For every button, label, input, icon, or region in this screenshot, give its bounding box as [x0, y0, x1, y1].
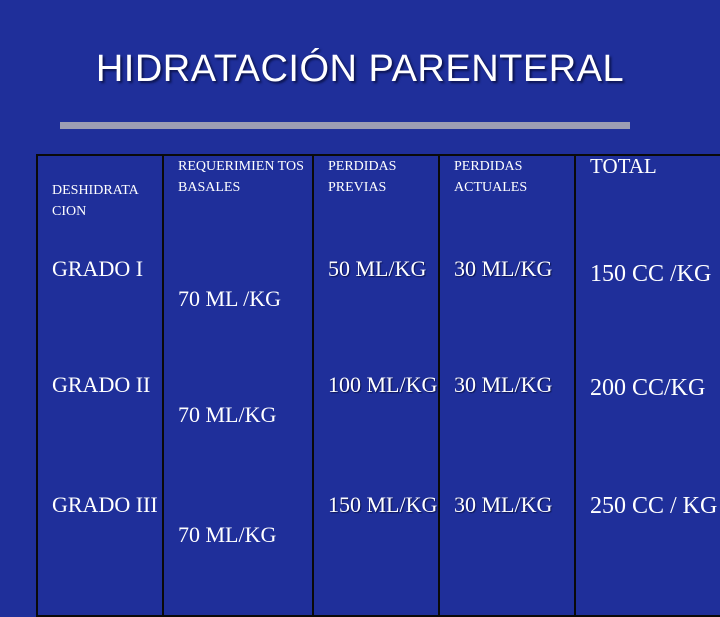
table-header-row: DESHIDRATA CION REQUERIMIEN TOS BASALES …	[36, 154, 720, 249]
current-loss-cell: 30 ML/KG	[438, 249, 576, 367]
header-dehydration: DESHIDRATA CION	[36, 154, 164, 249]
header-current-losses: PERDIDAS ACTUALES	[438, 154, 576, 249]
grade-cell: GRADO III	[36, 483, 164, 617]
total-cell: 200 CC/KG	[574, 367, 720, 483]
hydration-table: DESHIDRATA CION REQUERIMIEN TOS BASALES …	[36, 154, 720, 617]
basal-cell: 70 ML /KG	[162, 249, 314, 367]
previous-loss-cell: 100 ML/KG	[312, 367, 440, 483]
previous-loss-cell: 150 ML/KG	[312, 483, 440, 617]
header-basal-requirements: REQUERIMIEN TOS BASALES	[162, 154, 314, 249]
header-previous-losses: PERDIDAS PREVIAS	[312, 154, 440, 249]
table-row: GRADO II 70 ML/KG 100 ML/KG 30 ML/KG 200…	[36, 367, 720, 483]
total-cell: 150 CC /KG	[574, 249, 720, 367]
header-total: TOTAL	[574, 154, 720, 249]
table-row: GRADO III 70 ML/KG 150 ML/KG 30 ML/KG 25…	[36, 483, 720, 617]
table-row: GRADO I 70 ML /KG 50 ML/KG 30 ML/KG 150 …	[36, 249, 720, 367]
slide-title: HIDRATACIÓN PARENTERAL	[95, 48, 625, 90]
title-underline	[60, 122, 630, 129]
current-loss-cell: 30 ML/KG	[438, 367, 576, 483]
basal-cell: 70 ML/KG	[162, 483, 314, 617]
previous-loss-cell: 50 ML/KG	[312, 249, 440, 367]
grade-cell: GRADO II	[36, 367, 164, 483]
grade-cell: GRADO I	[36, 249, 164, 367]
basal-cell: 70 ML/KG	[162, 367, 314, 483]
total-cell: 250 CC / KG	[574, 483, 720, 617]
current-loss-cell: 30 ML/KG	[438, 483, 576, 617]
